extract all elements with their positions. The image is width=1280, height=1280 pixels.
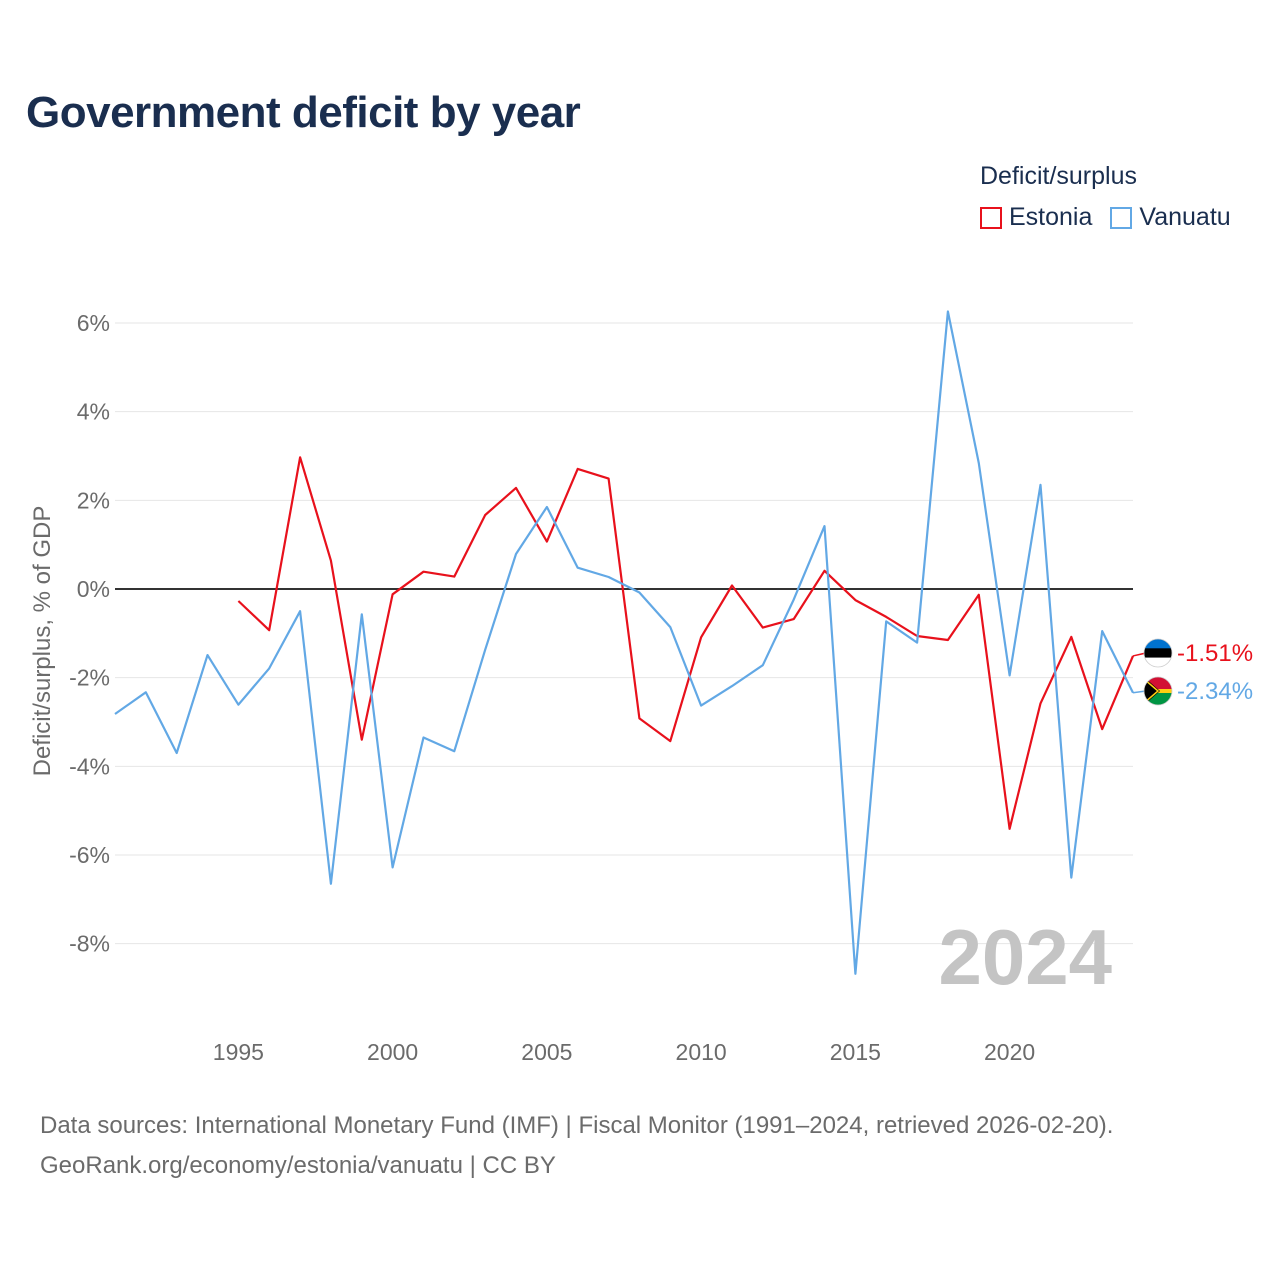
data-source: Data sources: International Monetary Fun… bbox=[40, 1106, 1113, 1186]
y-tick-label: 2% bbox=[77, 487, 110, 513]
legend-swatch-vanuatu bbox=[1110, 206, 1133, 229]
x-tick-label: 2000 bbox=[367, 1039, 418, 1065]
source-line-2[interactable]: GeoRank.org/economy/estonia/vanuatu | CC… bbox=[40, 1152, 556, 1179]
legend-item-estonia[interactable]: Estonia bbox=[980, 203, 1092, 232]
vanuatu-flag-icon bbox=[1144, 677, 1172, 705]
x-tick-label: 2010 bbox=[676, 1039, 727, 1065]
year-watermark: 2024 bbox=[938, 913, 1112, 1001]
vanuatu-flag-ring bbox=[1143, 676, 1173, 706]
legend: Deficit/surplus Estonia Vanuatu bbox=[980, 162, 1231, 232]
estonia-flag-icon bbox=[1144, 639, 1172, 667]
source-line-1: Data sources: International Monetary Fun… bbox=[40, 1112, 1114, 1139]
series-line-estonia[interactable] bbox=[237, 456, 1135, 830]
x-tick-label: 1995 bbox=[213, 1039, 264, 1065]
y-tick-label: 4% bbox=[77, 399, 110, 425]
y-tick-label: -4% bbox=[69, 753, 110, 779]
chart-title: Government deficit by year bbox=[26, 88, 581, 137]
end-value-label-vanuatu: -2.34% bbox=[1177, 678, 1253, 705]
y-axis-title: Deficit/surplus, % of GDP bbox=[29, 506, 56, 777]
y-tick-label: -8% bbox=[69, 931, 110, 957]
estonia-flag-ring bbox=[1143, 638, 1173, 668]
y-tick-label: -6% bbox=[69, 842, 110, 868]
x-tick-label: 2015 bbox=[830, 1039, 881, 1065]
line-chart: 6% 4% 2% 0% -2% -4% -6% -8% 1995 2000 2005 2010 201… bbox=[29, 310, 1253, 1065]
x-tick-label: 2005 bbox=[521, 1039, 572, 1065]
y-tick-label: 0% bbox=[77, 576, 110, 602]
series-line-vanuatu[interactable] bbox=[114, 310, 1134, 975]
end-value-label-estonia: -1.51% bbox=[1177, 640, 1253, 667]
legend-label-vanuatu: Vanuatu bbox=[1139, 203, 1231, 231]
legend-title: Deficit/surplus bbox=[980, 162, 1137, 190]
y-tick-label: 6% bbox=[77, 310, 110, 336]
legend-item-vanuatu[interactable]: Vanuatu bbox=[1110, 203, 1231, 232]
y-tick-label: -2% bbox=[69, 665, 110, 691]
x-tick-label: 2020 bbox=[984, 1039, 1035, 1065]
legend-label-estonia: Estonia bbox=[1009, 203, 1093, 231]
legend-swatch-estonia bbox=[980, 206, 1002, 229]
